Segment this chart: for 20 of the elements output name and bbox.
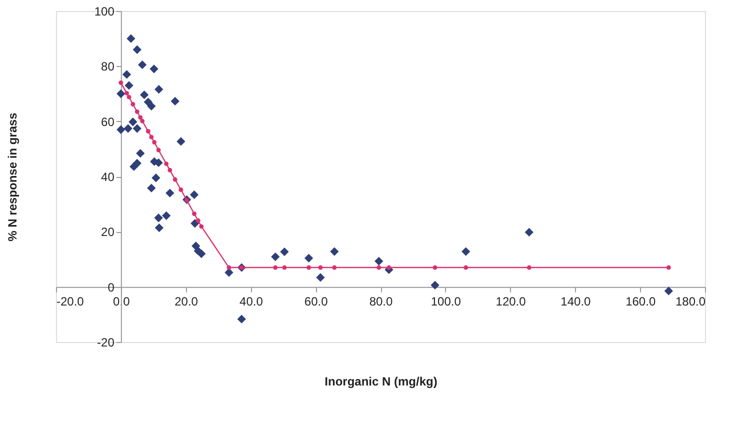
x-tick-label: 0.0 (113, 294, 130, 308)
x-tick-label: 80.0 (369, 294, 393, 308)
y-tick-label: 0 (108, 280, 115, 294)
y-axis-title: % N response in grass (5, 112, 20, 242)
x-tick-label: 120.0 (496, 294, 526, 308)
y-tick-label: 80 (101, 60, 115, 74)
x-tick-label: 160.0 (626, 294, 656, 308)
x-tick-label: 100.0 (430, 294, 462, 308)
x-tick-label: 60.0 (304, 294, 328, 308)
x-tick-label: 40.0 (240, 294, 264, 308)
y-tick-label: 100 (94, 4, 115, 18)
x-tick-label: 20.0 (174, 294, 198, 308)
y-tick-label: 40 (101, 170, 115, 184)
y-tick-label: 60 (101, 114, 115, 129)
x-tick-label: -20.0 (56, 294, 84, 308)
x-axis-title: Inorganic N (mg/kg) (324, 374, 438, 388)
y-tick-label: -20 (97, 336, 115, 350)
y-tick-label: 20 (101, 225, 115, 240)
x-tick-label: 180.0 (675, 294, 706, 308)
x-tick-label: 140.0 (560, 294, 592, 308)
